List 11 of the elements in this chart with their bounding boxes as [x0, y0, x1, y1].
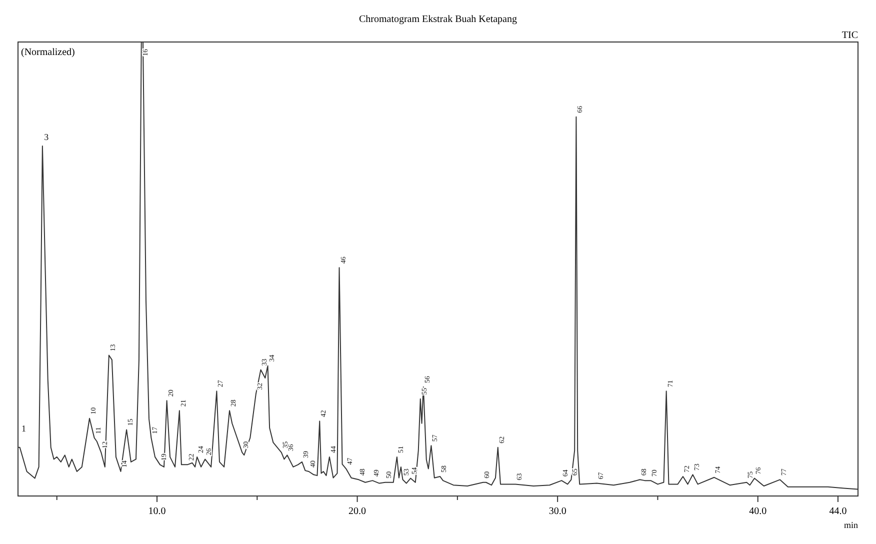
annotation: 3: [44, 132, 50, 142]
chart-title: Chromatogram Ekstrak Buah Ketapang: [358, 14, 518, 25]
x-tick-label: 20.0: [348, 506, 366, 517]
x-tick-label: 44.0: [829, 506, 847, 517]
x-tick-label: 30.0: [548, 506, 566, 517]
annotation: 1: [22, 423, 26, 434]
annotation: (Normalized): [21, 47, 75, 58]
text: TIC: [842, 30, 858, 41]
x-tick-label: 10.0: [148, 506, 166, 517]
x-tick-label: 40.0: [749, 506, 767, 517]
x-axis-title: min: [844, 520, 858, 530]
